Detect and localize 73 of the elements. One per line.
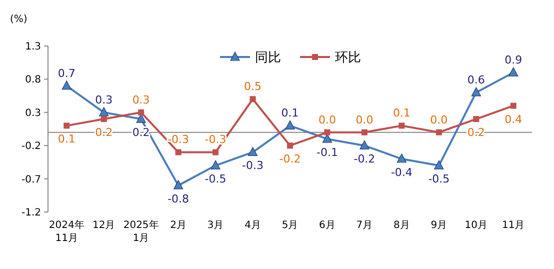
data-label: 0.1	[281, 106, 299, 120]
point	[248, 146, 258, 156]
y-tick-label: 1.3	[25, 42, 41, 52]
data-label: 0.2	[132, 126, 150, 140]
x-tick-label: 9月	[430, 220, 448, 231]
data-label: 0.0	[430, 113, 448, 126]
data-label: -0.3	[168, 133, 190, 146]
data-label: 0.6	[467, 73, 485, 86]
x-tick-label: 2024年 11月	[48, 219, 84, 244]
data-label: 0.0	[318, 113, 336, 126]
point	[396, 154, 406, 163]
point	[360, 140, 370, 150]
data-label: 0.1	[58, 132, 76, 146]
point	[508, 67, 518, 76]
point	[322, 134, 332, 143]
data-label: 0.1	[392, 106, 410, 120]
point	[285, 120, 295, 130]
y-tick-label: -1.2	[21, 208, 41, 218]
y-tick-label: -0.2	[21, 141, 41, 152]
point	[436, 129, 442, 136]
point	[324, 129, 330, 136]
x-tick-label: 5月	[282, 220, 298, 231]
x-tick-label: 8月	[394, 220, 410, 231]
data-label: 0.3	[95, 93, 113, 106]
legend-label: 环比	[335, 50, 361, 66]
point	[138, 109, 144, 116]
data-label: 0.3	[132, 93, 150, 106]
data-label: 0.2	[95, 126, 113, 140]
point	[100, 116, 107, 122]
data-label: 0.2	[467, 126, 485, 140]
data-label: -0.8	[168, 192, 190, 206]
data-label: -0.3	[242, 159, 264, 172]
x-tick-label: 2月	[170, 220, 186, 231]
data-label: 0.4	[504, 112, 522, 126]
point	[136, 114, 146, 123]
x-tick-label: 10月	[464, 220, 488, 231]
data-label: -0.5	[204, 172, 226, 186]
point	[287, 142, 293, 149]
data-label: 0.9	[504, 54, 522, 67]
data-label: -0.5	[428, 172, 450, 186]
x-tick-label: 2025年 1月	[123, 219, 159, 244]
point	[471, 87, 481, 96]
point	[99, 107, 109, 116]
point	[398, 122, 405, 129]
y-tick-label: 0.8	[25, 74, 41, 86]
point	[62, 80, 72, 90]
x-tick-label: 6月	[319, 220, 336, 231]
data-label: -0.1	[316, 146, 338, 159]
legend-label: 同比	[255, 50, 281, 66]
data-label: -0.2	[354, 152, 376, 166]
point	[174, 180, 184, 190]
x-tick-label: 3月	[207, 220, 224, 231]
x-tick-label: 7月	[356, 220, 373, 231]
point	[64, 122, 70, 129]
data-label: -0.4	[390, 166, 412, 179]
point	[175, 149, 182, 156]
point	[434, 160, 444, 170]
y-tick-label: 0.3	[25, 108, 41, 119]
x-tick-label: 4月	[244, 220, 261, 231]
data-label: 0.0	[356, 113, 374, 126]
point	[210, 160, 220, 170]
y-tick-label: -0.7	[21, 174, 41, 186]
x-tick-label: 11月	[502, 220, 525, 231]
point	[361, 129, 368, 136]
point	[212, 149, 219, 156]
data-label: 0.5	[244, 80, 262, 94]
data-label: 0.7	[58, 66, 76, 80]
point	[510, 102, 516, 109]
point	[473, 116, 480, 122]
data-label: -0.2	[279, 152, 301, 166]
point	[250, 96, 256, 102]
y-axis-title: (%)	[10, 14, 28, 25]
x-tick-label: 12月	[92, 220, 116, 231]
